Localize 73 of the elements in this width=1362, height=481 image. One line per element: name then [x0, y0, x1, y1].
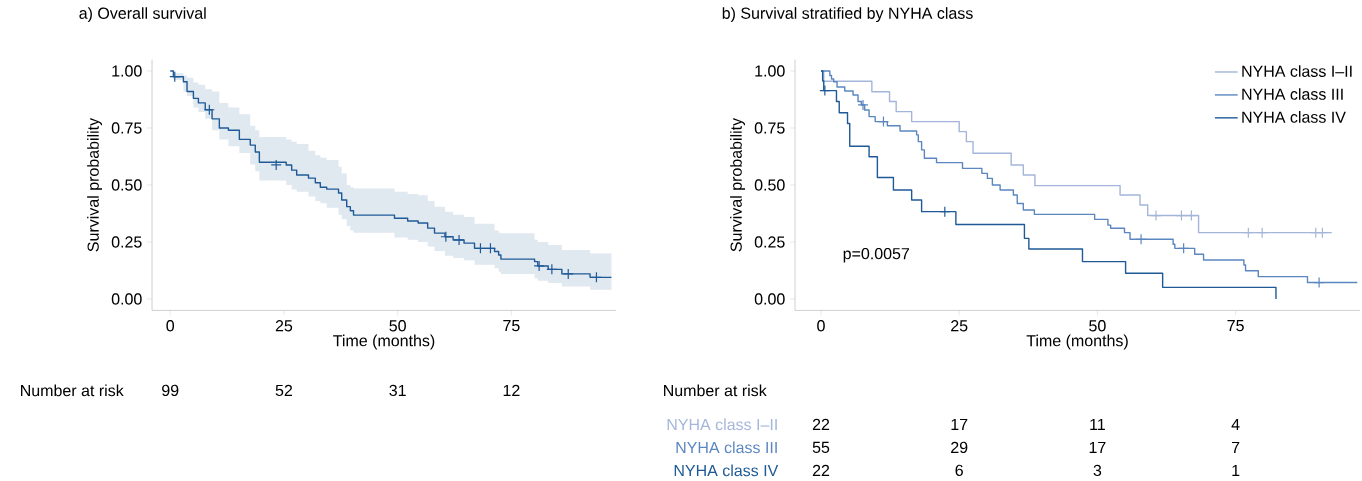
text: NYHA class I–II	[667, 418, 777, 431]
y-tick-label: 1.00	[755, 65, 785, 77]
point	[203, 104, 215, 116]
text: 3	[1093, 464, 1102, 477]
point	[590, 271, 603, 284]
text: 22	[812, 464, 830, 477]
point	[819, 85, 831, 97]
chart-title: a) Overall survival	[79, 7, 206, 23]
y-tick-label: 0.00	[754, 293, 785, 305]
point	[484, 242, 497, 255]
point	[857, 99, 869, 111]
y-tick-label: 0.25	[754, 236, 785, 248]
point	[562, 268, 574, 280]
point	[1135, 233, 1147, 245]
y-tick-label: 0.25	[111, 236, 142, 248]
text: Number at risk	[664, 384, 767, 397]
text: 4	[1231, 419, 1240, 431]
x-tick-label: 50	[389, 320, 406, 332]
point	[1313, 277, 1325, 289]
text: Number at risk	[21, 384, 124, 397]
x-tick-label: 0	[166, 320, 175, 332]
chart-title: b) Survival stratified by NYHA class	[722, 7, 973, 23]
point	[1316, 227, 1329, 239]
point	[1185, 210, 1197, 222]
text: 17	[951, 419, 968, 431]
y-axis-title: Survival probability	[730, 118, 746, 252]
x-tick-label: 25	[275, 320, 293, 332]
point	[546, 263, 558, 276]
x-tick-label: 75	[1227, 320, 1244, 332]
point	[1242, 227, 1254, 239]
text: 11	[1090, 419, 1105, 431]
point	[1175, 210, 1188, 222]
text: 6	[955, 464, 963, 477]
text: 1	[1232, 465, 1240, 477]
point	[939, 206, 951, 218]
legend-label: NYHA class I–II	[1242, 65, 1352, 78]
point	[1256, 227, 1268, 239]
text: 31	[389, 384, 406, 397]
x-axis-title: Time (months)	[1026, 334, 1128, 350]
text: 29	[951, 441, 968, 454]
y-tick-label: 0.75	[111, 122, 142, 134]
point	[474, 242, 487, 255]
x-tick-label: 0	[817, 320, 825, 332]
point	[533, 260, 545, 272]
point	[453, 234, 465, 246]
x-tick-label: 50	[1089, 320, 1106, 332]
text: 99	[162, 384, 179, 397]
x-tick-label: 25	[951, 320, 968, 332]
y-tick-label: 1.00	[112, 65, 142, 77]
text: 22	[812, 418, 830, 431]
legend-label: NYHA class IV	[1242, 111, 1346, 123]
text: 7	[1231, 442, 1240, 454]
y-tick-label: 0.00	[111, 293, 142, 305]
text: 55	[812, 441, 830, 454]
text: 12	[503, 384, 520, 397]
y-tick-label: 0.75	[754, 122, 785, 134]
x-tick-label: 75	[503, 320, 520, 332]
point	[1150, 210, 1162, 222]
y-tick-label: 0.50	[111, 179, 142, 191]
text: NYHA class IV	[674, 464, 779, 477]
annotation: p=0.0057	[843, 248, 910, 263]
y-axis-title: Survival probability	[87, 118, 103, 252]
point	[440, 231, 452, 243]
text: 17	[1089, 442, 1106, 454]
point	[1178, 242, 1190, 255]
point	[877, 116, 890, 128]
point	[169, 71, 181, 83]
x-axis-title: Time (months)	[333, 334, 435, 350]
point	[270, 159, 282, 171]
y-tick-label: 0.50	[754, 179, 785, 191]
legend-label: NYHA class III	[1242, 88, 1343, 100]
text: NYHA class III	[676, 441, 777, 454]
text: 52	[275, 384, 293, 397]
